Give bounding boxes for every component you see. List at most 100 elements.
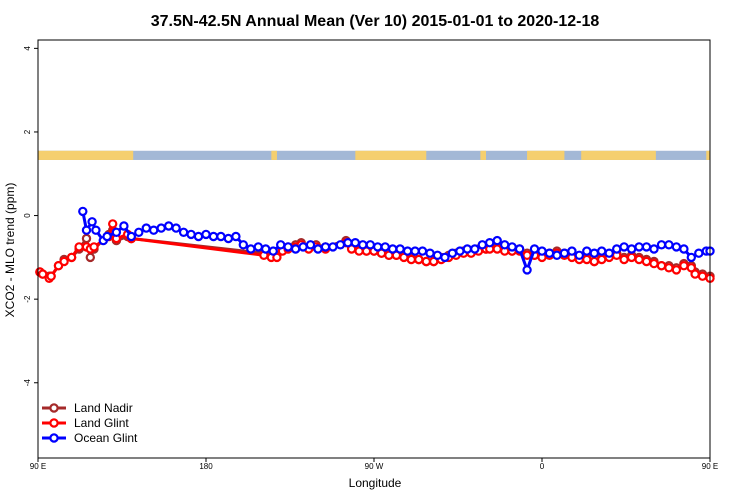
data-point [421,256,431,267]
data-point [440,252,450,263]
y-tick-label: -4 [23,379,32,387]
data-point [619,254,629,265]
data-point [186,229,196,240]
data-point [216,231,226,242]
data-point [246,244,256,254]
data-point [46,271,56,281]
y-axis-label: XCO2 - MLO trend (ppm) [3,183,17,318]
y-axis: 4 2 0 -2 -4 [23,46,38,387]
data-point [91,225,101,235]
data-point [522,265,532,275]
data-point [87,217,97,227]
data-point [253,242,263,252]
data-point [178,227,189,237]
data-point [313,244,323,254]
land-band [527,150,565,160]
data-point [641,256,652,267]
data-point [261,244,271,254]
data-point [171,223,181,233]
data-point [350,237,360,248]
data-point [671,242,682,252]
data-point [626,252,637,263]
data-point [425,248,435,258]
data-point [656,240,667,250]
data-point [358,240,368,250]
x-axis-label: Longitude [349,476,402,490]
data-point [78,206,88,217]
x-tick-label: 90 W [365,462,384,471]
data-point [85,252,96,263]
data-point [417,246,428,256]
data-point [477,240,487,250]
data-point [156,223,166,233]
x-tick-label: 90 E [30,462,46,471]
data-point [395,244,405,254]
legend-item: Land Nadir [42,401,133,415]
data-point [537,246,547,256]
x-tick-label: 180 [199,462,213,471]
data-point [582,246,592,256]
series-line [81,211,710,272]
land-band [271,150,277,160]
data-point [686,252,697,263]
data-point [343,237,353,248]
legend-item: Land Glint [42,416,129,430]
series-layer [35,206,715,283]
x-axis: 90 E 180 90 W 0 90 E [30,458,718,471]
data-point [470,244,480,254]
data-point [414,254,424,265]
data-point [589,248,600,258]
data-point [649,258,659,269]
data-point [597,246,607,256]
land-band [480,150,486,160]
data-point [582,254,592,265]
data-point [507,242,517,252]
data-point [455,246,465,256]
data-point [298,242,308,252]
data-point [81,233,92,244]
data-point [619,242,629,252]
data-point [107,219,118,229]
data-point [141,223,151,233]
legend-item: Ocean Glint [42,431,138,445]
y-tick-label: -2 [23,295,32,303]
land-band [706,150,710,160]
data-point [649,244,659,254]
chart-title: 37.5N-42.5N Annual Mean (Ver 10) 2015-01… [151,13,600,30]
data-point [365,240,375,250]
legend-marker [49,418,59,428]
data-point [208,231,219,242]
data-point [612,244,622,254]
data-point [664,263,674,273]
land-band [355,150,427,160]
y-tick-label: 4 [23,46,32,51]
data-point [522,250,532,260]
data-point [238,240,248,250]
data-point [126,231,137,242]
data-point [102,231,112,242]
data-point [231,231,241,242]
data-point [268,246,278,256]
data-point [671,265,682,275]
data-point [305,240,316,250]
data-point [223,233,234,244]
data-point [410,246,420,256]
data-point [320,242,331,252]
data-point [38,269,48,279]
data-point [500,240,510,250]
legend-label: Land Glint [74,416,129,430]
data-point [589,256,600,267]
data-point [492,235,502,246]
data-point [597,254,607,265]
data-point [626,244,637,254]
data-point [641,242,652,252]
data-point [148,225,159,235]
data-point [656,261,667,271]
y-tick-label: 2 [23,129,32,134]
data-point [694,248,704,258]
data-point [380,242,390,252]
legend-marker [49,403,59,413]
data-point [552,250,562,260]
y-tick-label: 0 [23,213,32,218]
